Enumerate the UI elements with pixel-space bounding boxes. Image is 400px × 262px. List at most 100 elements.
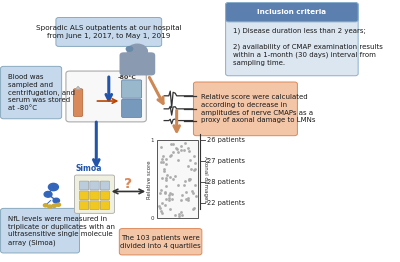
FancyBboxPatch shape: [100, 191, 110, 200]
Text: 28 patients: 28 patients: [207, 179, 245, 185]
Point: [160, 160, 166, 164]
Text: 1) Disease duration less than 2 years;

2) availability of CMAP examination resu: 1) Disease duration less than 2 years; 2…: [233, 28, 383, 66]
FancyBboxPatch shape: [119, 229, 202, 255]
Point: [161, 169, 167, 173]
FancyBboxPatch shape: [90, 181, 99, 190]
Text: Relative score: Relative score: [147, 160, 152, 199]
Point: [175, 183, 182, 187]
Point: [192, 183, 198, 188]
Point: [174, 147, 180, 151]
FancyBboxPatch shape: [66, 71, 146, 122]
Point: [191, 154, 198, 158]
Point: [178, 210, 184, 214]
Point: [162, 190, 168, 194]
Circle shape: [52, 204, 56, 207]
Text: ?: ?: [124, 177, 132, 192]
Point: [166, 196, 172, 200]
Point: [184, 164, 191, 168]
Point: [192, 167, 198, 171]
Text: Inclusion criteria: Inclusion criteria: [257, 9, 326, 15]
Text: Relative score were calculated
according to decrease in
amplitudes of nerve CMAP: Relative score were calculated according…: [201, 94, 315, 123]
Point: [191, 168, 198, 172]
FancyBboxPatch shape: [122, 80, 142, 98]
Text: Axonal damages: Axonal damages: [204, 156, 208, 202]
Point: [158, 157, 165, 162]
Point: [173, 146, 179, 150]
Point: [162, 203, 168, 207]
FancyBboxPatch shape: [74, 89, 83, 116]
Circle shape: [53, 198, 60, 203]
Point: [192, 161, 198, 165]
FancyBboxPatch shape: [56, 18, 162, 46]
Point: [161, 167, 167, 171]
Point: [158, 160, 164, 164]
Point: [156, 206, 163, 210]
Point: [162, 192, 168, 196]
Point: [175, 150, 182, 154]
Point: [170, 150, 176, 154]
Point: [186, 149, 192, 153]
Point: [186, 178, 192, 182]
Circle shape: [48, 183, 58, 191]
Point: [167, 154, 174, 158]
Point: [167, 153, 174, 157]
Point: [166, 207, 173, 211]
Point: [165, 198, 172, 202]
Point: [185, 196, 192, 200]
Text: 22 patients: 22 patients: [207, 200, 245, 206]
Point: [180, 183, 187, 187]
Point: [184, 146, 191, 150]
FancyBboxPatch shape: [90, 191, 99, 200]
Point: [164, 172, 170, 177]
Text: The 103 patients were
divided into 4 quartiles: The 103 patients were divided into 4 qua…: [120, 235, 201, 249]
Point: [185, 198, 191, 202]
Text: Sporadic ALS outpatients at our hospital
from June 1, 2017, to May 1, 2019: Sporadic ALS outpatients at our hospital…: [36, 25, 182, 39]
Point: [162, 157, 169, 161]
Point: [163, 197, 170, 201]
Point: [193, 194, 199, 198]
Circle shape: [56, 203, 60, 206]
FancyBboxPatch shape: [226, 3, 358, 76]
Point: [162, 176, 169, 181]
Text: 1: 1: [151, 138, 154, 143]
FancyBboxPatch shape: [157, 140, 198, 218]
Point: [186, 177, 192, 181]
Point: [169, 192, 175, 196]
Point: [182, 179, 188, 183]
FancyBboxPatch shape: [0, 208, 80, 253]
Point: [170, 142, 176, 146]
Point: [163, 184, 170, 188]
Point: [190, 190, 196, 195]
FancyBboxPatch shape: [226, 3, 358, 22]
Point: [191, 206, 197, 210]
Text: 26 patients: 26 patients: [207, 137, 245, 143]
Point: [169, 177, 176, 181]
Point: [187, 157, 193, 162]
FancyBboxPatch shape: [80, 201, 89, 210]
Point: [181, 148, 188, 152]
Point: [172, 174, 178, 178]
Text: 0: 0: [151, 216, 154, 221]
Point: [166, 193, 172, 198]
Point: [178, 212, 185, 217]
Point: [189, 189, 196, 194]
Point: [166, 191, 173, 195]
Circle shape: [44, 204, 48, 207]
Point: [188, 167, 194, 171]
FancyBboxPatch shape: [74, 175, 114, 213]
Text: 27 patients: 27 patients: [207, 158, 245, 164]
FancyBboxPatch shape: [100, 181, 110, 190]
Point: [157, 191, 163, 195]
FancyBboxPatch shape: [80, 181, 89, 190]
Point: [178, 193, 185, 197]
Text: -80°C: -80°C: [117, 75, 136, 80]
FancyBboxPatch shape: [120, 52, 155, 75]
Polygon shape: [75, 86, 81, 90]
Point: [156, 204, 162, 208]
Point: [158, 211, 165, 215]
Circle shape: [126, 47, 133, 51]
Point: [157, 209, 164, 213]
Point: [178, 148, 184, 152]
FancyBboxPatch shape: [194, 82, 298, 136]
FancyBboxPatch shape: [90, 201, 99, 210]
